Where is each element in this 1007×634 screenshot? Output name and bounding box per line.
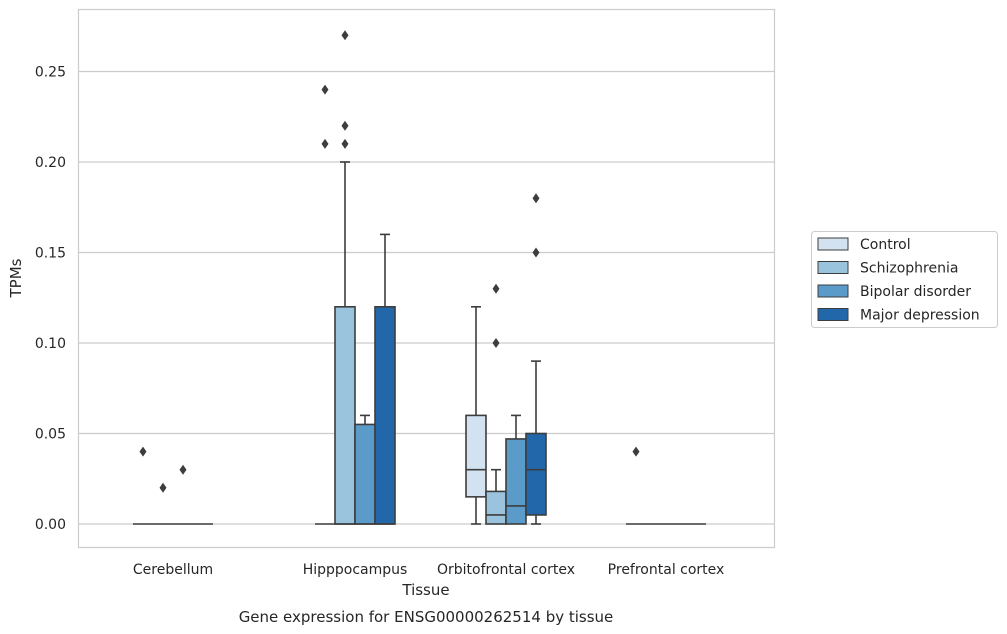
y-tick-label: 0.25 (35, 65, 66, 81)
x-tick-label: Hipppocampus (303, 562, 408, 578)
x-tick-label: Cerebellum (133, 562, 213, 578)
outlier-point (341, 138, 349, 149)
plot-frame (77, 8, 776, 549)
outlier-point (632, 446, 640, 457)
x-tick-label: Prefrontal cortex (608, 562, 725, 578)
x-tick-label: Orbitofrontal cortex (437, 562, 575, 578)
outlier-point (341, 30, 349, 41)
outlier-point (139, 446, 147, 457)
outlier-point (321, 84, 329, 95)
box (354, 423, 376, 525)
box (465, 414, 487, 498)
legend: Control Schizophrenia Bipolar disorder Majo… (811, 231, 998, 328)
box (334, 305, 356, 525)
legend-label: Control (860, 237, 911, 253)
legend-label: Bipolar disorder (860, 284, 971, 300)
y-tick-label: 0.10 (35, 336, 66, 352)
outlier-point (341, 120, 349, 131)
box (525, 432, 547, 516)
outlier-point (492, 338, 500, 348)
x-axis-title: Tissue (401, 581, 449, 599)
y-axis-title: TPMs (7, 258, 25, 298)
y-tick-label: 0.00 (35, 517, 66, 533)
y-tick-label: 0.05 (35, 427, 66, 443)
legend-swatch (817, 261, 849, 274)
legend-swatch (817, 308, 849, 321)
box (505, 438, 527, 525)
outlier-point (492, 283, 500, 294)
outlier-point (179, 464, 187, 475)
y-tick-label: 0.20 (35, 155, 66, 171)
legend-swatch (817, 284, 849, 298)
box (485, 490, 507, 525)
outlier-point (321, 138, 329, 149)
legend-label: Major depression (860, 308, 980, 324)
grid-lines (78, 70, 775, 525)
legend-swatch (817, 237, 849, 251)
box-series (133, 30, 706, 525)
series-schizophrenia (153, 30, 666, 525)
box (374, 305, 396, 525)
x-axis-ticks: Cerebellum Hipppocampus Orbitofrontal cort… (133, 562, 724, 578)
y-tick-label: 0.15 (35, 246, 66, 262)
y-axis-ticks: 0.00 0.05 0.10 0.15 0.20 0.25 (35, 65, 66, 534)
legend-frame (811, 231, 998, 328)
legend-label: Schizophrenia (860, 261, 958, 277)
series-bipolar-disorder (173, 414, 686, 525)
legend-items: Control Schizophrenia Bipolar disorder Majo… (817, 237, 980, 324)
outlier-point (159, 482, 167, 493)
series-major-depression (193, 193, 706, 525)
chart-caption: Gene expression for ENSG00000262514 by t… (239, 608, 614, 626)
outlier-point (532, 193, 540, 204)
series-control (133, 84, 646, 525)
outlier-point (532, 247, 540, 258)
